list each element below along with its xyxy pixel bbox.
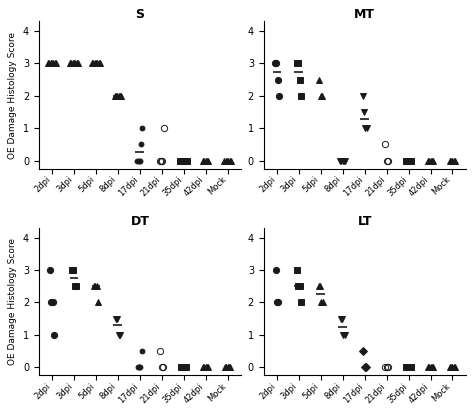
Y-axis label: OE Damage Histology Score: OE Damage Histology Score xyxy=(9,238,18,365)
Title: DT: DT xyxy=(130,215,149,228)
Title: MT: MT xyxy=(354,8,375,21)
Title: LT: LT xyxy=(357,215,372,228)
Title: S: S xyxy=(136,8,145,21)
Y-axis label: OE Damage Histology Score: OE Damage Histology Score xyxy=(9,31,18,159)
